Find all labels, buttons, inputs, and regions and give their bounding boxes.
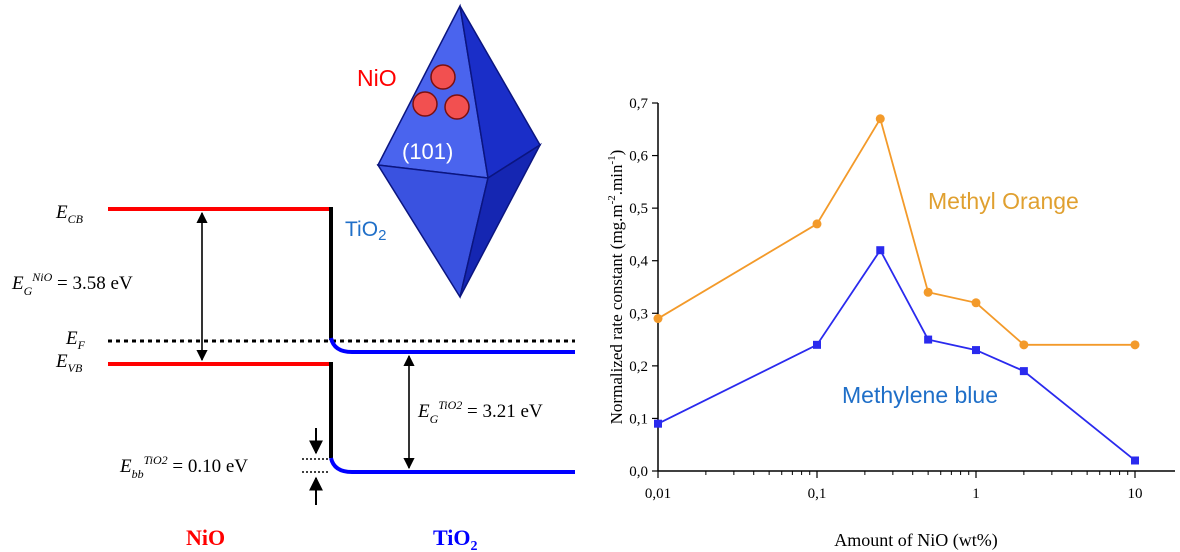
y-tick-label: 0,2 bbox=[629, 359, 648, 375]
y-tick-label: 0,5 bbox=[629, 201, 648, 217]
y-tick-label: 0,0 bbox=[629, 464, 648, 480]
methylene-blue-point bbox=[1131, 456, 1139, 465]
x-tick-label: 0,01 bbox=[645, 486, 671, 502]
e-vb-label: EVB bbox=[55, 351, 83, 375]
methyl-orange-point bbox=[875, 114, 885, 124]
nio-gap-label: EGNiO = 3.58 eV bbox=[11, 270, 133, 298]
crystal-right-lower-face bbox=[459, 142, 542, 298]
band-diagram: ECB EF EVB EGNiO = 3.58 eV EGTiO2 = 3.21… bbox=[11, 202, 575, 552]
crystal-facet-label: (101) bbox=[402, 139, 453, 164]
methyl-orange-point bbox=[1019, 340, 1029, 350]
methylene-blue-point bbox=[876, 246, 885, 255]
e-f-label: EF bbox=[65, 328, 86, 352]
nio-particle-icon bbox=[430, 64, 456, 90]
tio2-crystal: NiO (101) TiO2 bbox=[345, 3, 542, 299]
crystal-front-lower-face bbox=[376, 164, 489, 299]
methyl-orange-point bbox=[1130, 340, 1140, 350]
y-tick-label: 0,6 bbox=[629, 149, 648, 165]
y-tick-label: 0,4 bbox=[629, 254, 648, 270]
tio2-gap-label: EGTiO2 = 3.21 eV bbox=[417, 398, 543, 426]
methylene-blue-point bbox=[972, 346, 980, 355]
e-cb-label: ECB bbox=[55, 202, 84, 226]
tio2-vb-curve bbox=[329, 457, 575, 474]
series-layer bbox=[653, 114, 1140, 465]
methylene-blue-series-label: Methylene blue bbox=[842, 382, 998, 408]
methyl-orange-point bbox=[923, 287, 933, 297]
methylene-blue-point bbox=[924, 335, 933, 344]
x-tick-label: 0,1 bbox=[808, 486, 827, 502]
methyl-orange-line bbox=[657, 116, 1135, 346]
y-tick-label: 0,3 bbox=[629, 306, 648, 322]
tio2-cb-curve bbox=[329, 337, 575, 354]
y-tick-label: 0,1 bbox=[629, 411, 648, 427]
band-bending-label: EbbTiO2 = 0.10 eV bbox=[119, 453, 248, 481]
x-tick-label: 10 bbox=[1128, 486, 1143, 502]
x-ticks: 0,01 0,1 1 10 bbox=[645, 471, 1143, 502]
rate-constant-chart: 0,0 0,1 0,2 0,3 0,4 0,5 0,6 0,7 0,01 0,1 1 10 Amou… bbox=[606, 96, 1175, 551]
y-ticks: 0,0 0,1 0,2 0,3 0,4 0,5 0,6 0,7 bbox=[629, 96, 658, 480]
methyl-orange-point bbox=[971, 298, 981, 308]
methylene-blue-point bbox=[1019, 367, 1028, 376]
tio2-bottom-label: TiO2 bbox=[433, 525, 478, 552]
crystal-nio-label: NiO bbox=[357, 65, 397, 91]
methyl-orange-point bbox=[812, 219, 822, 229]
y-axis-label: Normalized rate constant (mg.m-2.min-1) bbox=[606, 150, 626, 425]
nio-particle-icon bbox=[444, 94, 470, 120]
x-tick-label: 1 bbox=[972, 486, 980, 502]
methylene-blue-point bbox=[813, 340, 821, 349]
y-tick-label: 0,7 bbox=[629, 96, 648, 112]
methyl-orange-series-label: Methyl Orange bbox=[928, 188, 1079, 214]
nio-bottom-label: NiO bbox=[186, 525, 225, 550]
methylene-blue-line bbox=[657, 248, 1136, 462]
methyl-orange-point bbox=[653, 314, 663, 324]
nio-particle-icon bbox=[412, 91, 438, 117]
methylene-blue-point bbox=[654, 419, 662, 428]
crystal-tio2-label: TiO2 bbox=[345, 218, 386, 244]
x-axis-label: Amount of NiO (wt%) bbox=[834, 530, 997, 551]
